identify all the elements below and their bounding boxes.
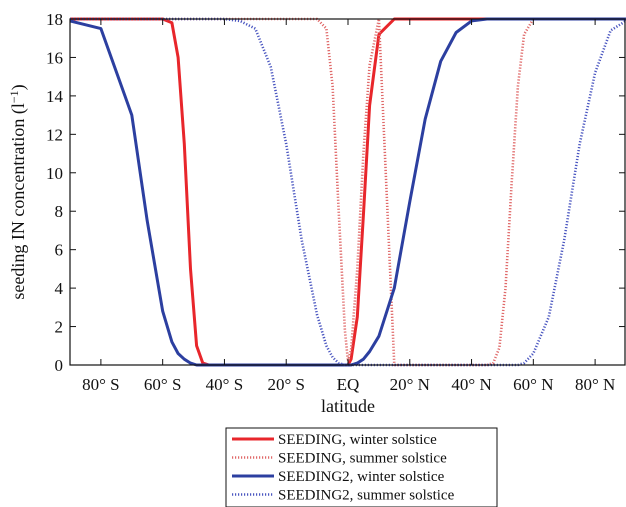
plot-lines	[69, 17, 626, 367]
series-line-2	[70, 17, 626, 367]
x-tick-label: 80° N	[575, 375, 615, 394]
y-tick-label: 4	[55, 279, 64, 298]
legend-entry-label: SEEDING, summer solstice	[278, 451, 447, 467]
legend: SEEDING, winter solstice SEEDING, summer …	[225, 427, 498, 507]
y-axis-label-main: seeding IN concentration (l	[8, 103, 29, 299]
x-tick-label: 40° S	[206, 375, 244, 394]
y-tick-label: 12	[46, 125, 63, 144]
y-tick-label: 10	[46, 164, 63, 183]
x-tick-label: 80° S	[82, 375, 120, 394]
legend-entry-label: SEEDING, winter solstice	[278, 432, 437, 448]
y-axis-label-close: )	[8, 84, 29, 90]
y-tick-label: 18	[46, 10, 63, 29]
x-tick-label: 40° N	[451, 375, 491, 394]
y-tick-label: 0	[55, 356, 64, 375]
x-tick-label: EQ	[337, 375, 360, 394]
y-axis-ticks: 0 2 4 6 8 10 12 14 16 18	[46, 10, 625, 375]
y-tick-label: 6	[55, 241, 64, 260]
y-tick-label: 14	[46, 87, 64, 106]
x-axis-ticks: 80° S 60° S 40° S 20° S EQ 20° N 40° N 60° N 80°…	[82, 19, 615, 394]
y-axis-label: seeding IN concentration (l−1)	[7, 84, 29, 299]
y-tick-label: 2	[55, 318, 64, 337]
x-tick-label: 20° S	[267, 375, 305, 394]
series-line-1	[70, 17, 626, 367]
series-line-4	[70, 17, 626, 367]
legend-entry-label: SEEDING2, winter solstice	[278, 469, 445, 485]
y-axis-label-superscript: −1	[7, 90, 21, 103]
x-tick-label: 60° S	[144, 375, 182, 394]
series-line-3	[69, 17, 626, 367]
legend-entry-label: SEEDING2, summer solstice	[278, 488, 455, 504]
y-tick-label: 8	[55, 202, 64, 221]
x-axis-label: latitude	[321, 396, 375, 416]
plot-frame	[69, 18, 626, 366]
x-tick-label: 20° N	[390, 375, 430, 394]
x-tick-label: 60° N	[513, 375, 553, 394]
y-tick-label: 16	[46, 48, 63, 67]
